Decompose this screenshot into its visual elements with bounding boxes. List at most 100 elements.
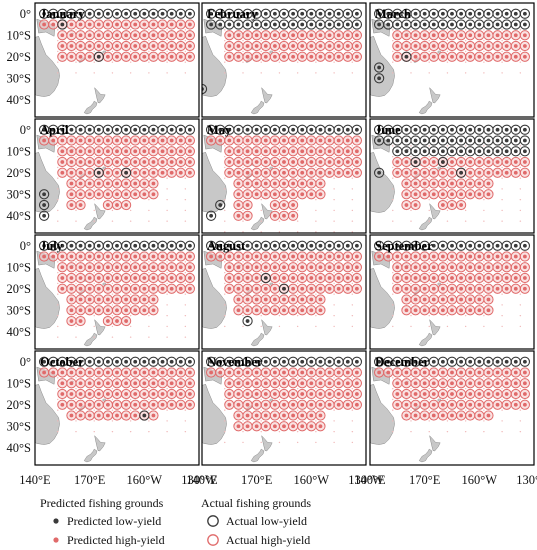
predicted-high-yield-point (513, 33, 518, 38)
predicted-low-yield-point (404, 127, 409, 132)
sample-dot (93, 377, 95, 379)
predicted-high-yield-point (404, 381, 409, 386)
predicted-low-yield-point (96, 127, 101, 132)
predicted-high-yield-point (345, 254, 350, 259)
actual-low-yield-point (519, 19, 531, 30)
predicted-high-yield-point (105, 370, 110, 375)
predicted-high-yield-point (272, 370, 277, 375)
predicted-high-yield-point (513, 370, 518, 375)
sample-dot (57, 209, 59, 212)
sample-dot (351, 39, 354, 42)
predicted-low-yield-point (42, 127, 47, 132)
predicted-high-yield-point (227, 160, 232, 164)
predicted-high-yield-point (187, 392, 192, 396)
predicted-high-yield-point (450, 308, 454, 313)
sample-dot (148, 314, 150, 317)
predicted-high-yield-point (124, 254, 129, 259)
sample-dot (464, 209, 467, 212)
predicted-low-yield-point (309, 22, 314, 27)
sample-dot (260, 72, 262, 74)
predicted-high-yield-point (513, 254, 518, 259)
predicted-high-yield-point (187, 381, 192, 386)
predicted-high-yield-point (142, 22, 147, 27)
sample-dot (75, 188, 77, 190)
predicted-high-yield-point (151, 297, 156, 302)
predicted-high-yield-point (187, 138, 192, 143)
sample-dot (111, 72, 114, 74)
sample-dot (242, 304, 244, 306)
sample-dot (75, 336, 77, 338)
sample-dot (428, 398, 430, 401)
predicted-high-yield-point (495, 254, 500, 259)
predicted-high-yield-point (309, 54, 314, 59)
predicted-low-yield-point (178, 11, 183, 16)
predicted-high-yield-point (151, 370, 156, 375)
predicted-high-yield-point (160, 392, 165, 396)
predicted-high-yield-point (42, 254, 47, 259)
predicted-low-yield-point (142, 413, 147, 418)
actual-low-yield-point (139, 410, 150, 421)
predicted-high-yield-point (431, 297, 436, 302)
predicted-low-yield-point (96, 54, 101, 59)
predicted-high-yield-point (431, 160, 436, 164)
predicted-high-yield-point (105, 138, 110, 143)
sample-dot (351, 430, 354, 433)
predicted-high-yield-point (169, 138, 174, 143)
predicted-high-yield-point (345, 54, 350, 59)
predicted-high-yield-point (327, 370, 332, 375)
predicted-low-yield-point (318, 127, 323, 132)
predicted-low-yield-point (486, 138, 491, 143)
panel-october: October (34, 350, 200, 466)
sample-dot (278, 304, 281, 306)
predicted-high-yield-point (133, 160, 138, 164)
predicted-high-yield-point (160, 138, 165, 143)
sample-dot (166, 398, 168, 401)
sample-dot (464, 145, 467, 147)
sample-dot (519, 377, 522, 379)
sample-dot (166, 325, 168, 328)
sample-dot (428, 304, 430, 306)
predicted-low-yield-point (291, 11, 296, 16)
predicted-high-yield-point (263, 370, 268, 375)
sample-dot (296, 177, 299, 179)
predicted-low-yield-point (160, 127, 165, 132)
sample-dot (501, 430, 503, 433)
predicted-high-yield-point (431, 381, 436, 386)
predicted-low-yield-point (377, 243, 382, 248)
predicted-high-yield-point (169, 44, 174, 48)
sample-dot (351, 220, 354, 222)
predicted-high-yield-point (263, 424, 268, 429)
sample-dot (260, 293, 262, 295)
predicted-high-yield-point (263, 413, 268, 418)
sample-dot (410, 304, 412, 306)
sample-dot (392, 261, 394, 263)
sample-dot (464, 398, 467, 401)
predicted-high-yield-point (178, 254, 183, 259)
predicted-low-yield-point (440, 11, 445, 16)
predicted-high-yield-point (459, 44, 464, 48)
predicted-low-yield-point (413, 127, 418, 132)
sample-dot (148, 39, 150, 42)
predicted-high-yield-point (440, 370, 445, 375)
predicted-high-yield-point (377, 370, 382, 375)
predicted-low-yield-point (282, 359, 286, 364)
predicted-high-yield-point (254, 413, 259, 418)
predicted-low-yield-point (477, 11, 482, 16)
sample-dot (148, 430, 150, 433)
predicted-high-yield-point (404, 160, 409, 164)
actual-low-yield-point (93, 167, 104, 178)
predicted-high-yield-point (124, 149, 129, 154)
predicted-high-yield-point (96, 192, 101, 197)
sample-dot (129, 430, 132, 433)
sample-dot (351, 50, 354, 53)
predicted-high-yield-point (486, 413, 491, 418)
predicted-high-yield-point (422, 370, 427, 375)
predicted-high-yield-point (124, 54, 129, 59)
sample-dot (242, 72, 244, 74)
sample-dot (224, 293, 226, 295)
panel-may: May (201, 118, 367, 234)
sample-dot (166, 271, 168, 274)
sample-dot (446, 304, 449, 306)
predicted-high-yield-point (69, 381, 74, 386)
sample-dot (464, 409, 467, 411)
